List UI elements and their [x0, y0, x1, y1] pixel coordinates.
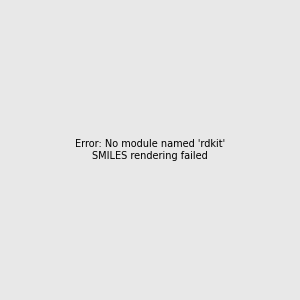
Text: Error: No module named 'rdkit'
SMILES rendering failed: Error: No module named 'rdkit' SMILES re… — [75, 139, 225, 161]
